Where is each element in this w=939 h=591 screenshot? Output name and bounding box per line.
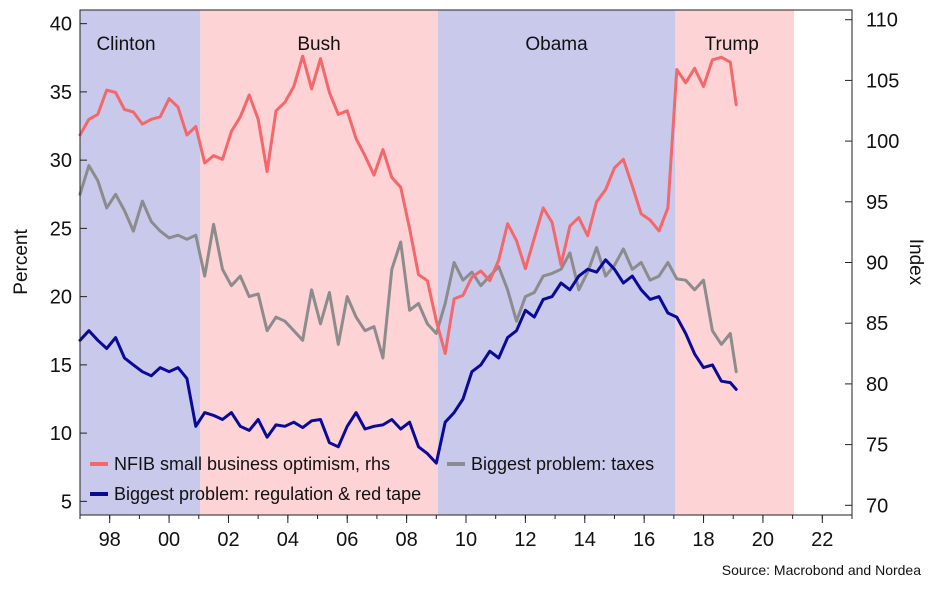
period-band-obama	[437, 10, 676, 515]
x-tick-label: 04	[277, 529, 299, 551]
x-tick-label: 10	[455, 529, 477, 551]
x-tick-label: 06	[336, 529, 358, 551]
left-tick-label: 30	[50, 150, 72, 172]
period-label-trump: Trump	[705, 34, 759, 55]
x-tick-label: 14	[574, 529, 596, 551]
series-lines	[78, 54, 738, 465]
period-label-bush: Bush	[297, 34, 340, 55]
x-tick-label: 20	[752, 529, 774, 551]
x-tick-label: 18	[692, 529, 714, 551]
left-tick-label: 35	[50, 82, 72, 104]
left-tick-label: 20	[50, 287, 72, 309]
left-axis: 5 10 15 20 25 30 35 40	[50, 14, 87, 513]
x-tick-label: 00	[158, 529, 180, 551]
period-band-clinton	[80, 10, 201, 515]
right-tick-label: 105	[866, 70, 899, 92]
x-tick-label: 22	[811, 529, 833, 551]
y-axis-label-left: Percent	[11, 229, 32, 295]
x-axis: 98 00 02 04 06 08 10 12 14 16 18 20 22	[79, 515, 853, 551]
left-tick-label: 5	[61, 491, 72, 513]
legend: NFIB small business optimism, rhs Biggest…	[90, 454, 654, 504]
legend-label-1: Biggest problem: taxes	[471, 454, 654, 474]
period-bands	[80, 10, 795, 515]
legend-label-2: Biggest problem: regulation & red tape	[114, 484, 421, 504]
series-line-2	[78, 258, 738, 465]
series-line-1	[78, 164, 738, 374]
right-tick-label: 100	[866, 131, 899, 153]
x-tick-label: 16	[633, 529, 655, 551]
right-tick-label: 85	[866, 313, 888, 335]
source-note: Source: Macrobond and Nordea	[722, 562, 921, 578]
left-tick-label: 10	[50, 423, 72, 445]
x-tick-label: 12	[514, 529, 536, 551]
period-labels: Clinton Bush Obama Trump	[96, 34, 758, 55]
x-tick-label: 98	[99, 529, 121, 551]
series-line-0	[78, 54, 738, 355]
right-tick-label: 110	[866, 10, 898, 32]
x-tick-label: 08	[395, 529, 417, 551]
left-tick-label: 15	[50, 355, 72, 377]
right-tick-label: 80	[866, 374, 888, 396]
left-tick-label: 25	[50, 218, 72, 240]
left-tick-label: 40	[50, 14, 72, 36]
period-label-clinton: Clinton	[96, 34, 155, 55]
right-tick-label: 95	[866, 192, 888, 214]
right-axis: 70 75 80 85 90 95 100 105 110	[845, 10, 899, 517]
period-label-obama: Obama	[525, 34, 588, 55]
right-tick-label: 70	[866, 495, 888, 517]
legend-label-0: NFIB small business optimism, rhs	[114, 454, 390, 474]
y-axis-label-right: Index	[905, 239, 926, 286]
right-tick-label: 90	[866, 253, 888, 275]
x-tick-label: 02	[217, 529, 239, 551]
right-tick-label: 75	[866, 435, 888, 457]
period-band-bush	[200, 10, 438, 515]
